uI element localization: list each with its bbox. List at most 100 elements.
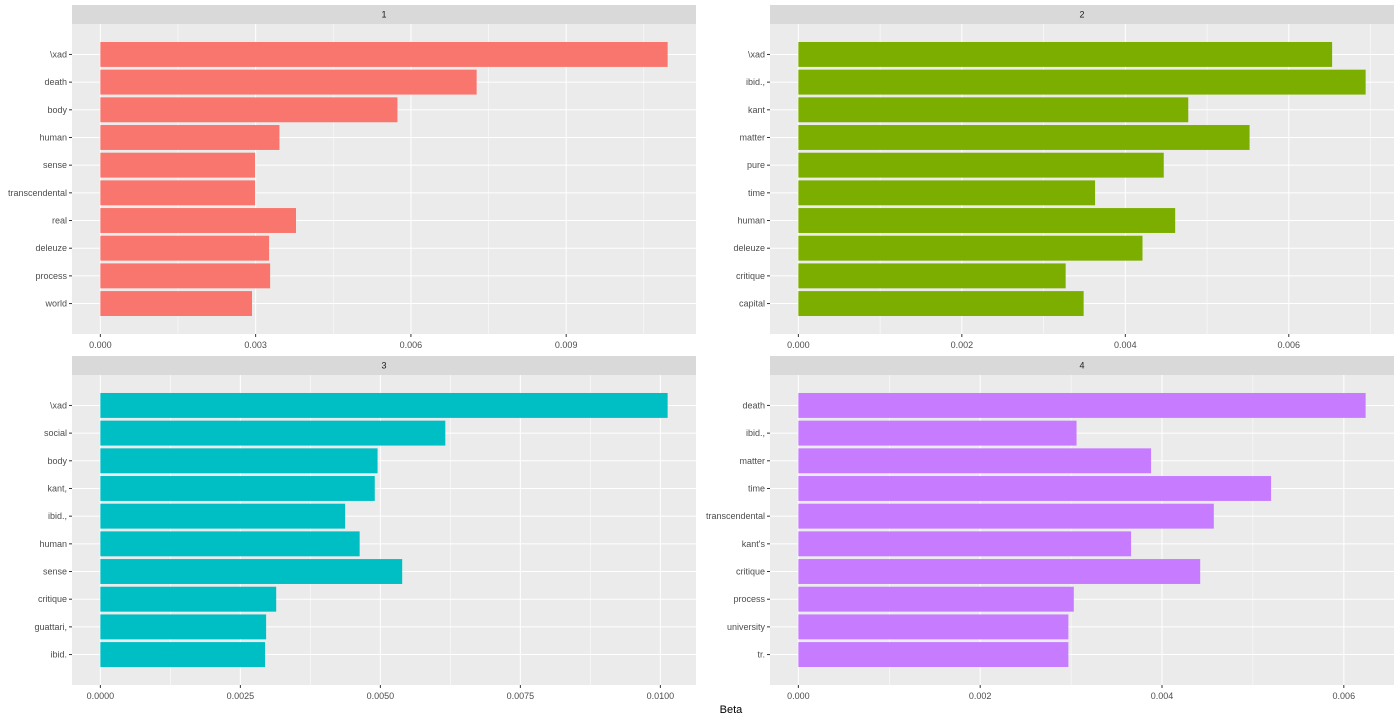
facet-strip — [72, 5, 696, 24]
y-tick-label: process — [733, 594, 765, 604]
y-tick-label: matter — [739, 456, 765, 466]
x-tick-label: 0.009 — [555, 340, 578, 350]
bar-2-3 — [798, 125, 1250, 150]
y-tick-label: critique — [38, 594, 67, 604]
bar-4-0 — [798, 392, 1366, 418]
facet-strip-label: 1 — [381, 10, 386, 20]
bar-1-3 — [100, 125, 280, 150]
bar-4-9 — [798, 642, 1069, 668]
y-tick-label: \xad — [748, 49, 765, 59]
bar-1-2 — [100, 97, 398, 123]
bar-2-6 — [798, 208, 1176, 233]
bar-4-3 — [798, 476, 1272, 501]
y-tick-label: ibid. — [50, 650, 67, 660]
y-tick-label: \xad — [50, 400, 67, 410]
facet-strip-label: 3 — [381, 361, 386, 371]
y-tick-label: transcendental — [706, 511, 765, 521]
x-tick-label: 0.0000 — [87, 691, 115, 701]
facet-strip-label: 2 — [1079, 10, 1084, 20]
bar-1-0 — [100, 41, 668, 67]
y-tick-label: kant, — [47, 483, 67, 493]
y-tick-label: sense — [43, 567, 67, 577]
y-tick-label: critique — [736, 271, 765, 281]
y-tick-label: time — [748, 483, 765, 493]
y-tick-label: kant — [748, 105, 766, 115]
bar-2-8 — [798, 263, 1066, 289]
bar-3-9 — [100, 642, 266, 668]
bar-2-0 — [798, 41, 1333, 67]
bar-1-9 — [100, 291, 253, 317]
bar-4-1 — [798, 420, 1077, 446]
y-tick-label: ibid., — [48, 511, 67, 521]
bar-2-7 — [798, 235, 1143, 261]
bar-3-5 — [100, 531, 360, 557]
bar-3-8 — [100, 614, 267, 640]
y-tick-label: guattari, — [34, 622, 67, 632]
y-tick-label: university — [727, 622, 766, 632]
bar-4-7 — [798, 586, 1074, 612]
x-tick-label: 0.0100 — [647, 691, 675, 701]
y-tick-label: critique — [736, 567, 765, 577]
bar-3-0 — [100, 392, 668, 418]
bar-3-3 — [100, 476, 375, 501]
facet-panel-1: 1 0.000 0.003 0.006 0.009 \xad death body human s… — [8, 5, 696, 350]
x-tick-label: 0.000 — [787, 340, 810, 350]
facet-strip — [770, 5, 1394, 24]
x-tick-label: 0.0075 — [507, 691, 535, 701]
x-tick-label: 0.003 — [244, 340, 267, 350]
facet-panel-3: 3 0.0000 0.0025 0.0050 0.0075 0.0100 \xad socia… — [34, 356, 696, 701]
facet-panel-2: 2 0.000 0.002 0.004 0.006 \xad ibid., kant matte… — [733, 5, 1394, 350]
y-tick-label: time — [748, 188, 765, 198]
bar-4-8 — [798, 614, 1069, 640]
y-tick-label: body — [47, 456, 67, 466]
facet-strip — [72, 356, 696, 375]
y-tick-label: tr. — [757, 650, 765, 660]
x-tick-label: 0.000 — [89, 340, 112, 350]
y-tick-label: social — [44, 428, 67, 438]
y-tick-label: deleuze — [35, 243, 67, 253]
facet-strip-label: 4 — [1079, 361, 1084, 371]
bar-2-4 — [798, 152, 1164, 178]
bar-2-5 — [798, 180, 1096, 206]
y-tick-label: real — [52, 216, 67, 226]
bar-3-1 — [100, 420, 446, 446]
y-tick-label: \xad — [50, 49, 67, 59]
y-tick-label: death — [44, 77, 67, 87]
bar-3-7 — [100, 586, 277, 612]
bar-4-6 — [798, 559, 1201, 584]
x-tick-label: 0.004 — [1151, 691, 1174, 701]
bar-2-2 — [798, 97, 1189, 123]
y-tick-label: body — [47, 105, 67, 115]
bar-4-4 — [798, 503, 1214, 529]
y-tick-label: pure — [747, 160, 765, 170]
y-tick-label: deleuze — [733, 243, 765, 253]
bar-1-5 — [100, 180, 256, 206]
x-tick-label: 0.006 — [400, 340, 423, 350]
x-tick-label: 0.002 — [951, 340, 974, 350]
y-tick-label: process — [35, 271, 67, 281]
y-tick-label: ibid., — [746, 428, 765, 438]
y-tick-label: death — [742, 400, 765, 410]
x-tick-label: 0.0025 — [227, 691, 255, 701]
bar-2-1 — [798, 69, 1366, 95]
y-tick-label: transcendental — [8, 188, 67, 198]
bar-1-4 — [100, 152, 256, 178]
x-tick-label: 0.004 — [1114, 340, 1137, 350]
y-tick-label: world — [44, 299, 67, 309]
bar-4-5 — [798, 531, 1132, 557]
y-tick-label: kant's — [742, 539, 766, 549]
bar-1-6 — [100, 208, 297, 233]
y-tick-label: ibid., — [746, 77, 765, 87]
bar-1-1 — [100, 69, 477, 95]
bar-4-2 — [798, 448, 1152, 474]
bar-3-2 — [100, 448, 378, 474]
facet-panel-4: 4 0.000 0.002 0.004 0.006 death ibid., matter ti… — [706, 356, 1394, 701]
x-tick-label: 0.000 — [787, 691, 810, 701]
y-tick-label: matter — [739, 132, 765, 142]
y-tick-label: capital — [739, 299, 765, 309]
x-tick-label: 0.002 — [969, 691, 992, 701]
bar-1-7 — [100, 235, 270, 261]
y-tick-label: human — [39, 539, 67, 549]
x-tick-label: 0.0050 — [367, 691, 395, 701]
